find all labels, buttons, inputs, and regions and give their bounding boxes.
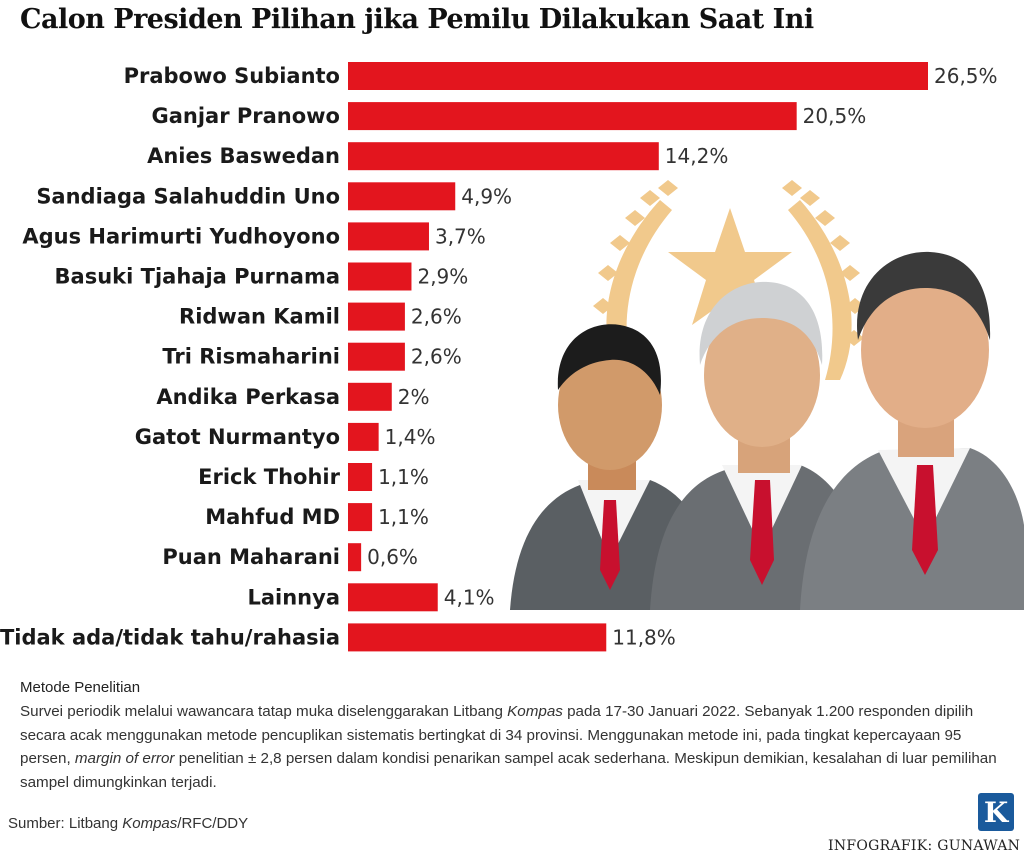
bar (348, 382, 392, 411)
infographic-credit: INFOGRAFIK: GUNAWAN (828, 838, 1021, 854)
bar (348, 422, 379, 451)
kompas-logo: K (978, 793, 1014, 831)
bar (348, 142, 659, 171)
chart-title: Calon Presiden Pilihan jika Pemilu Dilak… (20, 4, 814, 35)
method-text-part-3: penelitian ± 2,8 persen dalam kondisi pe… (20, 750, 997, 791)
bars-layer: Prabowo Subianto 26,5% Ganjar Pranowo 20,5%… (0, 62, 998, 652)
value-label: 14,2% (665, 144, 729, 168)
value-label: 2,6% (411, 345, 462, 369)
value-label: 3,7% (435, 224, 486, 248)
source-suffix: /RFC/DDY (177, 815, 249, 832)
bar (348, 623, 607, 652)
value-label: 2% (398, 385, 430, 409)
category-label: Puan Maharani (162, 545, 340, 569)
category-label: Ganjar Pranowo (151, 104, 340, 128)
value-label: 1,1% (378, 505, 429, 529)
value-label: 4,9% (461, 184, 512, 208)
value-label: 20,5% (803, 104, 867, 128)
source-prefix: Sumber: Litbang (8, 815, 123, 832)
value-label: 1,1% (378, 465, 429, 489)
category-label: Sandiaga Salahuddin Uno (36, 184, 340, 208)
bar (348, 543, 362, 572)
category-label: Basuki Tjahaja Purnama (55, 265, 340, 289)
category-label: Erick Thohir (198, 465, 340, 489)
bar (348, 583, 438, 612)
method-title: Metode Penelitian (20, 679, 141, 696)
bar-chart: Prabowo Subianto 26,5% Ganjar Pranowo 20,5%… (0, 62, 998, 652)
value-label: 26,5% (934, 64, 998, 88)
value-label: 1,4% (385, 425, 436, 449)
method-text-part-2: pada 17-30 Januari 2022. Sebanyak 1.200 … (20, 703, 974, 767)
candidates-illustration (510, 180, 1024, 610)
source-line: Sumber: Litbang Kompas/RFC/DDY (8, 815, 248, 832)
value-label: 0,6% (367, 545, 418, 569)
method-text: Survei periodik melalui wawancara tatap … (20, 700, 1005, 794)
bar (348, 342, 405, 371)
value-label: 11,8% (612, 625, 676, 649)
value-label: 4,1% (444, 585, 495, 609)
method-kompas: Kompas (507, 703, 563, 720)
bar (348, 503, 373, 532)
category-label: Agus Harimurti Yudhoyono (22, 224, 340, 248)
bar (348, 222, 429, 251)
category-label: Lainnya (247, 585, 340, 609)
bar (348, 182, 456, 211)
bar (348, 102, 797, 131)
category-label: Mahfud MD (205, 505, 340, 529)
category-label: Prabowo Subianto (124, 64, 340, 88)
category-label: Andika Perkasa (156, 385, 340, 409)
method-text-part-1: Survei periodik melalui wawancara tatap … (20, 703, 508, 720)
category-label: Gatot Nurmantyo (135, 425, 340, 449)
category-label: Ridwan Kamil (179, 305, 340, 329)
category-label: Tri Rismaharini (162, 345, 340, 369)
source-kompas: Kompas (122, 815, 178, 832)
bar (348, 262, 412, 291)
bar (348, 302, 405, 331)
value-label: 2,6% (411, 305, 462, 329)
method-margin-of-error: margin of error (74, 750, 175, 767)
category-label: Tidak ada/tidak tahu/rahasia (0, 625, 340, 649)
value-label: 2,9% (417, 265, 468, 289)
figure-right (800, 251, 1024, 610)
bar (348, 463, 373, 491)
category-label: Anies Baswedan (147, 144, 340, 168)
bar (348, 62, 928, 90)
